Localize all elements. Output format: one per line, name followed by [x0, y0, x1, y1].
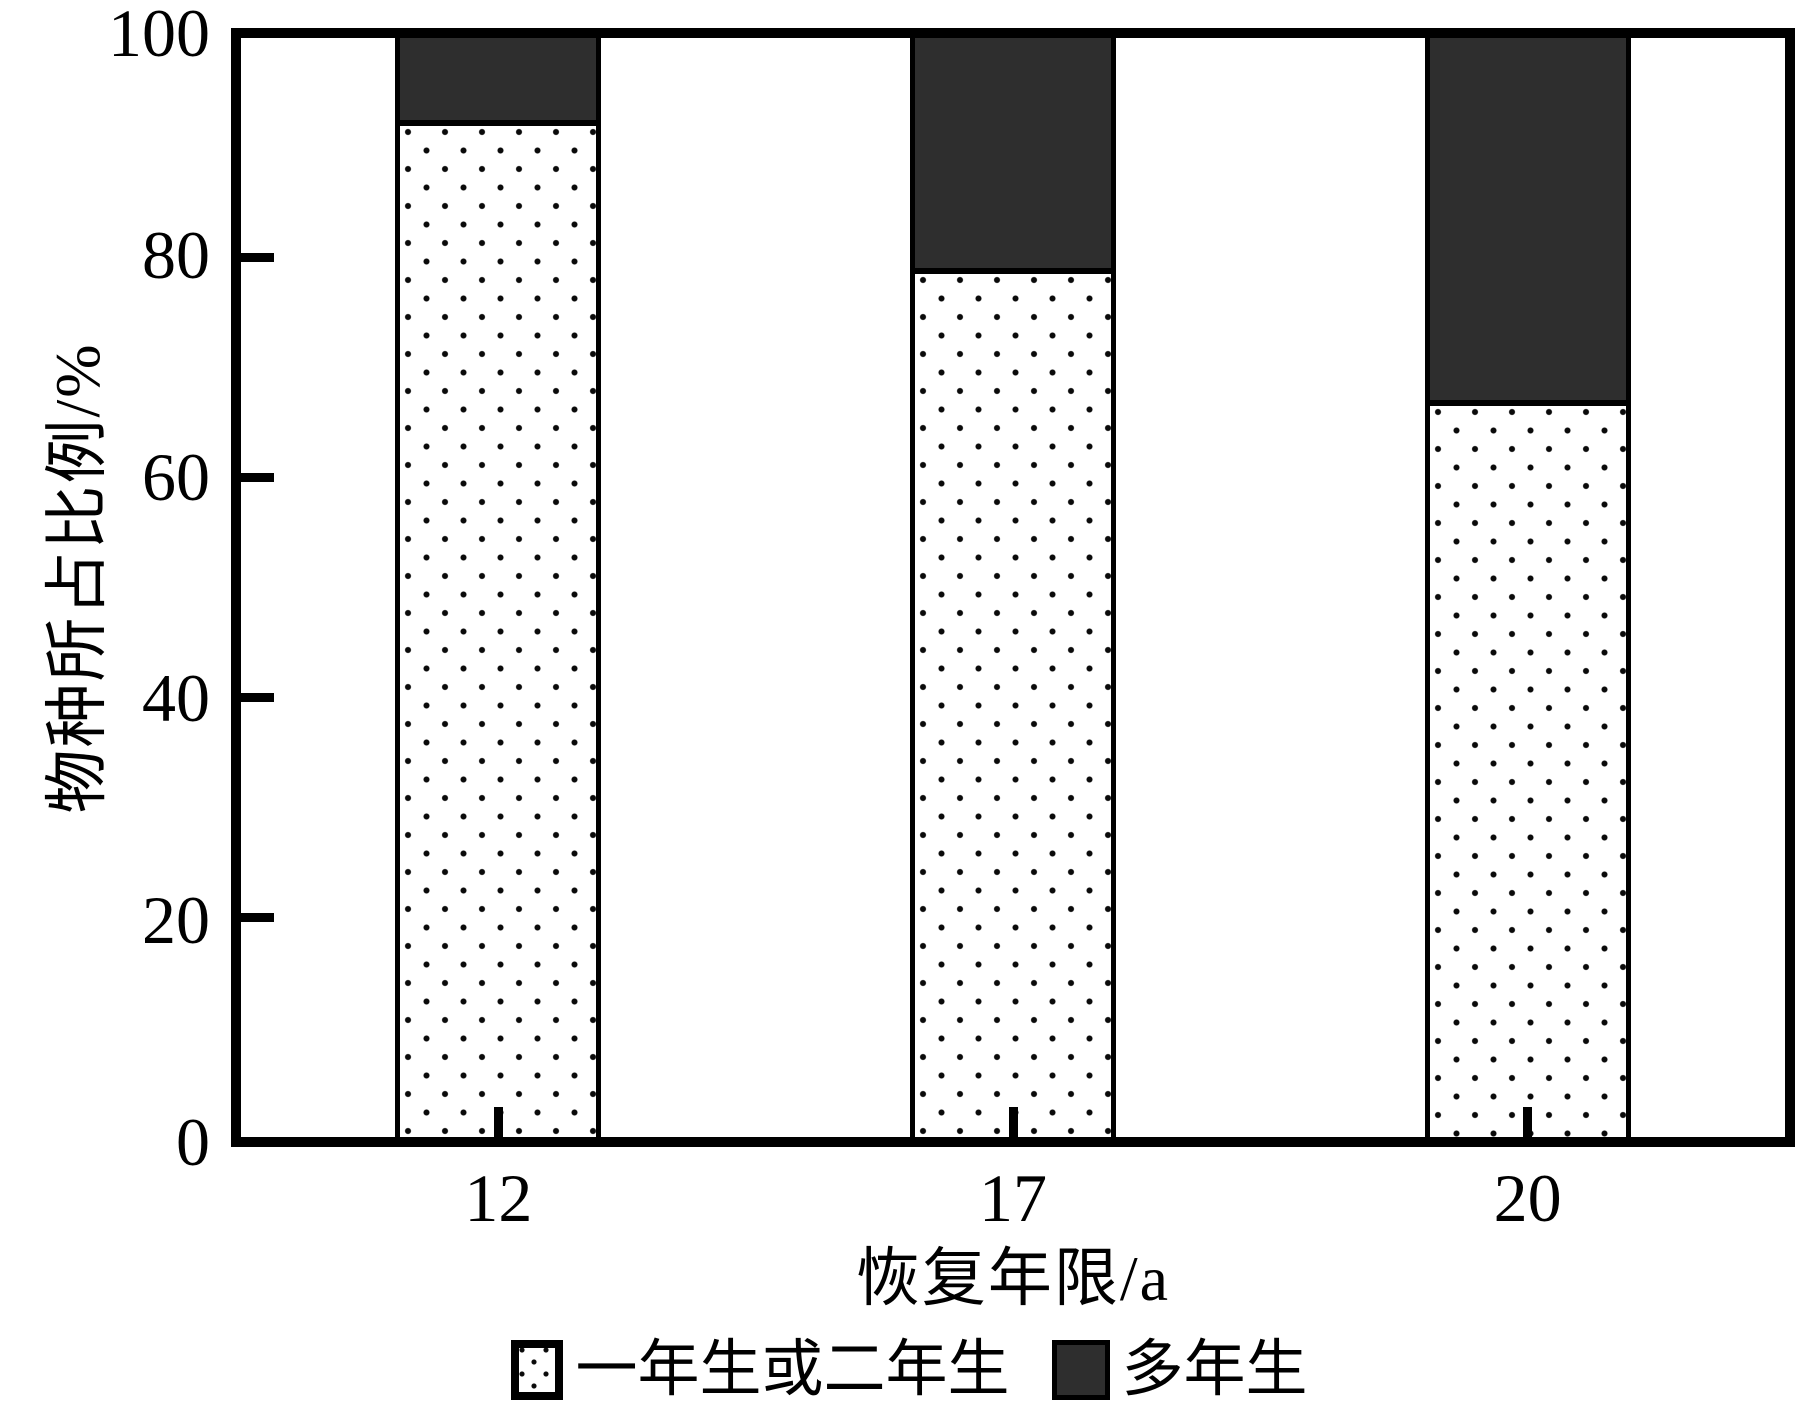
bar-12-segment-perennial — [400, 38, 597, 126]
y-tick-label: 20 — [142, 882, 210, 959]
bar-20-segment-perennial — [1429, 38, 1626, 407]
legend-swatch-annual-biennial — [511, 1340, 564, 1400]
y-tick-label: 60 — [142, 438, 210, 515]
legend: 一年生或二年生 多年生 — [0, 1336, 1819, 1404]
legend-item-perennial: 多年生 — [1051, 1336, 1308, 1404]
y-axis-title: 物种所占比例/% — [42, 342, 113, 814]
bar-12-segment-annual-biennial — [400, 125, 597, 1137]
x-tick-label: 20 — [1493, 1160, 1562, 1236]
bar-20-segment-annual-biennial — [1429, 406, 1626, 1137]
plot-area — [231, 28, 1795, 1147]
x-axis-title: 恢复年限/a — [855, 1243, 1171, 1314]
x-tick-label: 17 — [979, 1160, 1047, 1236]
legend-label-perennial: 多年生 — [1121, 1336, 1308, 1404]
x-tick — [493, 1107, 503, 1137]
bar-12 — [395, 38, 602, 1137]
x-tick-label: 12 — [464, 1160, 533, 1236]
bar-17-segment-annual-biennial — [915, 274, 1111, 1137]
y-tick-label: 40 — [142, 660, 210, 737]
y-tick-label: 80 — [142, 216, 210, 293]
y-tick — [241, 473, 274, 483]
x-tick — [1008, 1107, 1018, 1137]
bar-17 — [910, 38, 1116, 1137]
legend-swatch-perennial — [1051, 1340, 1110, 1400]
y-tick — [241, 692, 274, 702]
y-tick-label: 0 — [176, 1104, 210, 1180]
x-tick — [1523, 1107, 1533, 1137]
y-tick-label: 100 — [108, 0, 210, 71]
legend-label-annual-biennial: 一年生或二年生 — [575, 1336, 1010, 1404]
bar-20 — [1424, 38, 1631, 1137]
y-tick — [241, 912, 274, 922]
legend-item-annual-biennial: 一年生或二年生 — [511, 1336, 1010, 1404]
y-tick — [241, 253, 274, 263]
bar-17-segment-perennial — [915, 38, 1111, 275]
